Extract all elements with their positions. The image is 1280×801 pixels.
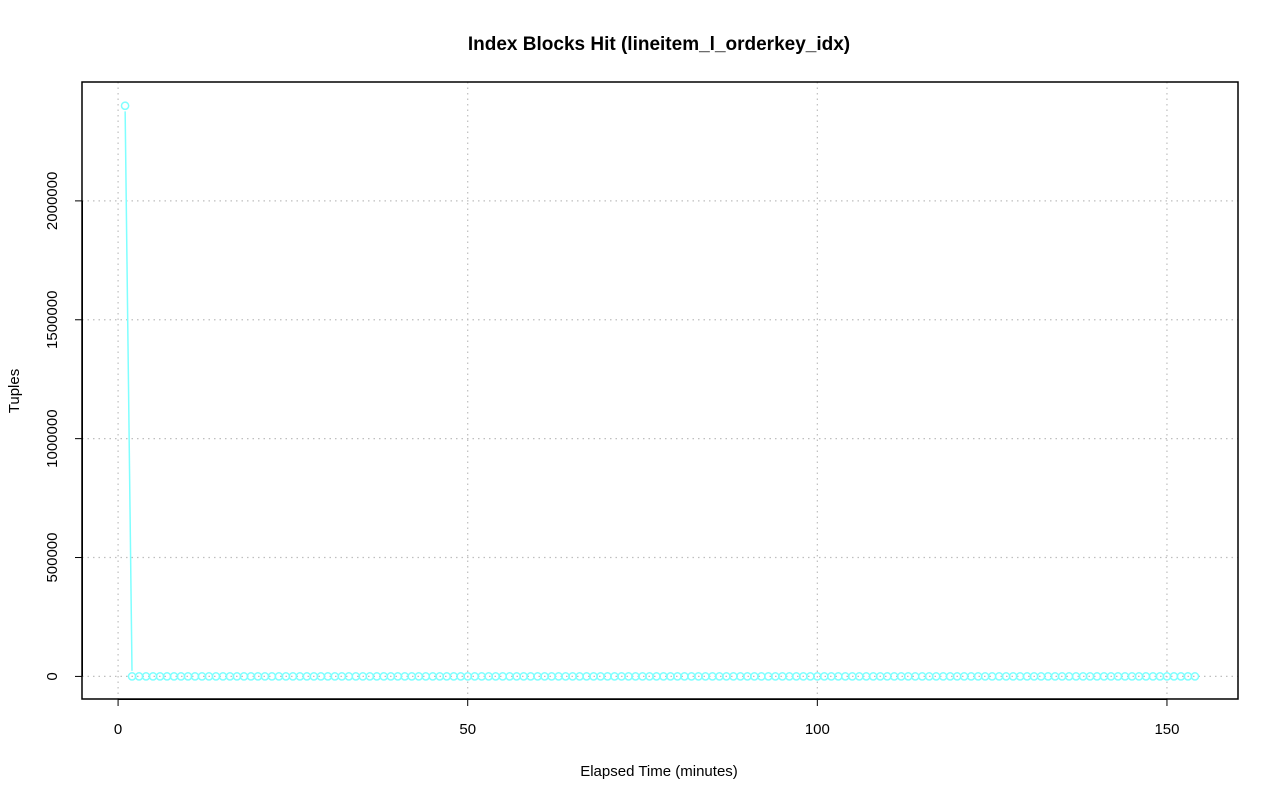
x-tick-label: 0 [114,721,122,738]
data-point [819,672,829,681]
data-point [882,672,892,681]
data-point [896,672,906,681]
data-point [868,672,878,681]
data-point [288,672,298,681]
data-point [470,672,480,681]
data-point [624,672,633,681]
data-point [561,672,570,681]
data-point [959,672,969,681]
y-tick-label: 1000000 [44,409,61,467]
data-point [610,672,619,681]
data-point [854,672,864,681]
data-point [945,672,955,681]
x-axis: 0 50 100 150 [114,699,1179,738]
chart-title: Index Blocks Hit (lineitem_l_orderkey_id… [468,34,850,55]
data-point [701,672,710,681]
data-point [379,672,389,681]
data-point [1190,672,1200,681]
data-point [931,672,941,681]
data-point [134,672,144,681]
y-axis: 0 500000 1000000 1500000 2000000 [44,172,83,681]
data-point [652,672,661,681]
data-point [393,672,403,681]
data-point [239,672,249,681]
data-point [519,672,528,681]
data-point [1022,672,1032,681]
data-point [211,672,221,681]
data-point [1155,672,1165,681]
data-point [1036,672,1046,681]
x-tick-label: 150 [1154,721,1179,738]
y-tick-label: 0 [44,672,61,680]
data-point [1099,672,1109,681]
data-point [715,672,724,681]
data-point [1050,672,1060,681]
data-point [1113,672,1123,681]
data-point [596,672,605,681]
series-line-segment [124,111,133,671]
data-point [1141,672,1151,681]
data-point [225,672,235,681]
data-point [442,672,452,681]
grid-lines [82,82,1238,699]
data-point [1008,672,1018,681]
y-axis-label: Tuples [6,369,23,413]
data-point [666,672,675,681]
data-point [638,672,647,681]
data-point [792,672,801,681]
data-point [330,672,340,681]
y-tick-label: 1500000 [44,291,61,349]
x-tick-label: 50 [459,721,476,738]
data-point [729,672,738,681]
data-point [197,672,207,681]
data-point [778,672,787,681]
y-tick-label: 500000 [44,532,61,582]
data-point [973,672,983,681]
data-point [533,672,542,681]
data-point [805,672,815,681]
data-point [365,672,375,681]
data-point [1127,672,1137,681]
data-point [120,101,130,111]
data-point [484,672,494,681]
data-point [302,672,312,681]
data-point [316,672,326,681]
x-axis-label: Elapsed Time (minutes) [580,763,738,780]
data-point [148,672,158,681]
data-point [407,672,417,681]
plot-frame [81,81,1239,700]
series-group [120,101,1200,681]
y-tick-label: 2000000 [44,172,61,230]
data-point [183,672,193,681]
data-point [253,672,263,681]
data-point [456,672,466,681]
data-point [547,672,556,681]
data-point [1085,672,1095,681]
x-tick-label: 100 [805,721,830,738]
data-point [743,672,752,681]
